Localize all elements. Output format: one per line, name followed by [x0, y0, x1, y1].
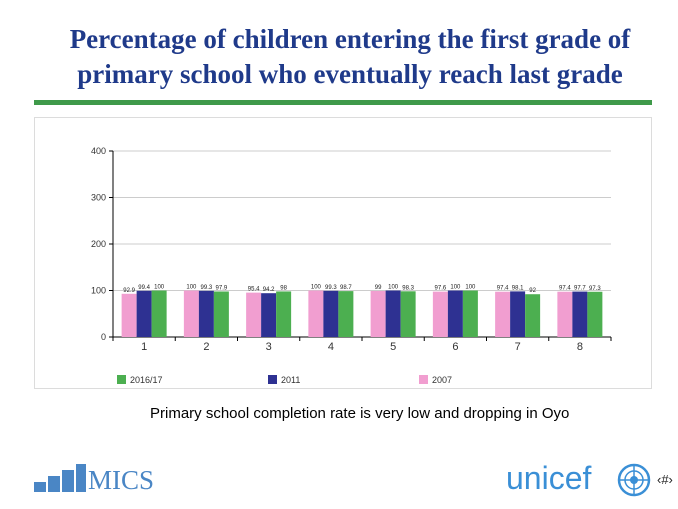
- y-tick-label: 300: [91, 193, 106, 203]
- bar-2016/17: [462, 290, 478, 337]
- data-label: 100: [311, 285, 322, 291]
- slide-title: Percentage of children entering the firs…: [69, 24, 631, 89]
- unicef-globe-icon: [617, 463, 651, 497]
- data-label: 97.4: [559, 286, 571, 292]
- bar-2011: [261, 293, 277, 337]
- bar-2016/17: [276, 291, 292, 337]
- bar-2011: [136, 290, 152, 337]
- data-label: 97.4: [497, 286, 509, 292]
- x-tick-label: 2: [203, 341, 209, 353]
- legend-swatch: [419, 375, 428, 384]
- data-label: 98.1: [512, 285, 524, 291]
- data-label: 97.6: [435, 286, 447, 292]
- legend-label: 2007: [432, 375, 452, 385]
- bar-2007: [557, 291, 573, 337]
- data-label: 100: [388, 285, 399, 291]
- bar-2011: [198, 290, 214, 337]
- data-label: 97.7: [574, 286, 586, 292]
- data-label: 95.4: [248, 287, 260, 293]
- bar-2016/17: [525, 294, 541, 337]
- data-label: 92.9: [123, 288, 135, 294]
- bar-2007: [121, 293, 137, 337]
- data-label: 100: [465, 285, 476, 291]
- data-label: 100: [154, 285, 165, 291]
- legend-label: 2016/17: [130, 375, 163, 385]
- data-label: 99.4: [138, 285, 150, 291]
- bar-2007: [246, 292, 262, 337]
- mics-logo-bar: [62, 470, 74, 492]
- x-tick-label: 7: [515, 341, 521, 353]
- bar-2011: [572, 291, 588, 337]
- y-tick-label: 400: [91, 146, 106, 156]
- bar-2007: [432, 291, 448, 337]
- data-label: 94.2: [263, 287, 275, 293]
- data-label: 98.3: [402, 285, 414, 291]
- bar-2011: [510, 291, 526, 337]
- slide-number: ‹#›: [657, 472, 673, 487]
- bar-2007: [183, 290, 199, 337]
- y-tick-label: 200: [91, 239, 106, 249]
- mics-logo-bar: [34, 482, 46, 492]
- data-label: 100: [186, 285, 197, 291]
- x-tick-label: 3: [266, 341, 272, 353]
- bar-2016/17: [151, 290, 167, 337]
- y-tick-label: 100: [91, 286, 106, 296]
- data-label: 97.9: [216, 285, 228, 291]
- bar-2007: [370, 290, 386, 337]
- bar-2011: [385, 290, 401, 337]
- data-label: 99.3: [325, 285, 337, 291]
- data-label: 92: [529, 288, 536, 294]
- data-label: 99: [375, 285, 382, 291]
- data-label: 97.3: [589, 286, 601, 292]
- legend-swatch: [117, 375, 126, 384]
- title-divider: [34, 100, 652, 105]
- bar-2011: [447, 290, 463, 337]
- bar-2016/17: [213, 291, 229, 337]
- bar-2011: [323, 290, 339, 337]
- x-tick-label: 1: [141, 341, 147, 353]
- bar-2007: [308, 290, 324, 337]
- x-tick-label: 6: [452, 341, 458, 353]
- data-label: 100: [450, 285, 461, 291]
- chart-container: 0 100 200 300 400 1 92.9 99.4 100 2 100 99.3 97.9 3 95…: [34, 117, 652, 389]
- bar-2016/17: [400, 291, 416, 337]
- legend-swatch: [268, 375, 277, 384]
- unicef-logo-text: unicef: [506, 460, 592, 496]
- mics-logo-bar: [48, 476, 60, 492]
- mics-logo-bar: [76, 464, 86, 492]
- y-tick-label: 0: [101, 332, 106, 342]
- mics-logo: [34, 464, 86, 492]
- mics-logo-text: MICS: [88, 465, 155, 495]
- data-label: 99.3: [201, 285, 213, 291]
- bar-2016/17: [587, 291, 603, 337]
- data-label: 98: [280, 285, 287, 291]
- legend-label: 2011: [281, 375, 300, 385]
- x-tick-label: 5: [390, 341, 396, 353]
- bar-2007: [495, 291, 511, 337]
- x-tick-label: 8: [577, 341, 583, 353]
- x-tick-label: 4: [328, 341, 334, 353]
- data-label: 98.7: [340, 285, 352, 291]
- bar-2016/17: [338, 291, 354, 337]
- slide-caption: Primary school completion rate is very l…: [150, 405, 570, 422]
